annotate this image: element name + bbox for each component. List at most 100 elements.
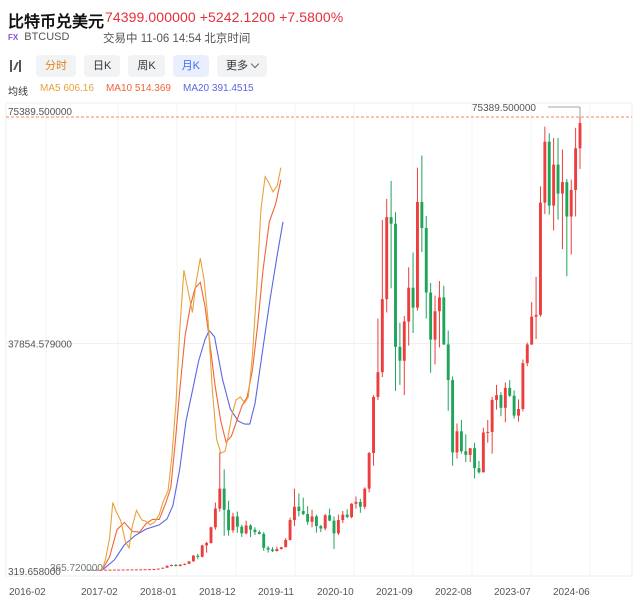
period-toolbar: 分时 日K 周K 月K 更多 <box>8 55 275 77</box>
candle-body <box>227 509 231 531</box>
candlestick-icon[interactable] <box>8 59 22 73</box>
candle-body <box>336 520 340 534</box>
candle-body <box>112 569 116 571</box>
candle-body <box>266 547 270 550</box>
candle-body <box>459 431 463 452</box>
candle-body <box>416 202 419 308</box>
candle-body <box>257 532 261 534</box>
more-button[interactable]: 更多 <box>217 55 268 77</box>
candle-body <box>271 549 274 552</box>
candle-body <box>178 564 182 567</box>
chart-axes: 75389.500000 37854.579000 319.658000365.72… <box>8 107 590 598</box>
ma-lines <box>102 167 284 571</box>
candle-body <box>481 432 485 473</box>
plot-frame <box>5 102 633 577</box>
candle-body <box>165 565 169 568</box>
candle-body <box>367 453 371 489</box>
more-label: 更多 <box>226 60 249 72</box>
candle-body <box>380 299 384 373</box>
ma-legend-label: 均线 <box>8 87 28 98</box>
candle-body <box>301 510 305 514</box>
candle-body <box>99 569 103 571</box>
candle-body <box>191 555 195 562</box>
ma-legend: 均线 MA5 606.16 MA10 514.369 MA20 391.4515 <box>8 83 266 98</box>
candle-body <box>205 542 209 546</box>
x-axis-label: 2016-02 <box>9 587 46 598</box>
trade-status: 交易中 11-06 14:54 北京时间 <box>103 33 251 45</box>
candle-body <box>314 516 318 527</box>
candle-body <box>117 569 121 571</box>
candle-body <box>139 569 143 571</box>
candle-body <box>486 431 490 433</box>
candle-body <box>411 287 415 308</box>
candle-body <box>446 344 450 381</box>
candle-body <box>310 516 314 522</box>
candle-body <box>389 217 393 224</box>
tab-monthly-k[interactable]: 月K <box>172 55 210 77</box>
candle-body <box>170 564 173 566</box>
candle-body <box>293 506 296 521</box>
candle-body <box>503 387 507 408</box>
candle-body <box>121 569 125 571</box>
candle-body <box>556 164 560 194</box>
candle-body <box>152 568 156 570</box>
candle-body <box>354 501 358 504</box>
candle-body <box>473 448 477 469</box>
chart-grid <box>5 102 633 577</box>
candle-body <box>187 561 191 564</box>
candle-body <box>547 141 551 206</box>
x-axis-label: 2020-10 <box>317 587 354 598</box>
candle-body <box>249 525 252 530</box>
y-axis-label: 75389.500000 <box>8 107 72 118</box>
candle-body <box>525 344 529 364</box>
candle-body <box>279 547 283 549</box>
candle-body <box>161 567 165 569</box>
candle-body <box>372 396 375 454</box>
candle-body <box>86 569 90 571</box>
x-axis-label: 2018-12 <box>199 587 236 598</box>
candle-body <box>455 431 459 453</box>
candle-body <box>235 516 239 527</box>
candle-body <box>512 395 516 416</box>
candle-body <box>95 569 99 571</box>
candle-body <box>148 569 151 571</box>
candle-body <box>341 514 345 521</box>
chart-overlay: 75389.500000 <box>6 103 632 118</box>
candle-body <box>213 508 217 528</box>
candle-body <box>499 395 503 408</box>
candle-body <box>240 526 244 534</box>
candle-body <box>495 395 498 400</box>
candle-body <box>306 513 310 522</box>
x-axis-label: 2022-08 <box>435 587 472 598</box>
candle-body <box>275 548 279 552</box>
candle-body <box>323 515 327 529</box>
candle-body <box>143 569 147 571</box>
candle-body <box>560 182 564 194</box>
candle-body <box>108 569 112 571</box>
candle-body <box>442 297 446 345</box>
candle-body <box>385 217 389 300</box>
fx-badge: FX <box>8 32 19 42</box>
candles <box>86 117 582 571</box>
candle-body <box>402 321 406 361</box>
candle-body <box>231 516 235 531</box>
candle-body <box>90 569 94 571</box>
candle-body <box>288 520 292 540</box>
candle-body <box>350 503 354 518</box>
tab-weekly-k[interactable]: 周K <box>128 55 165 77</box>
candle-body <box>543 141 547 203</box>
candle-body <box>424 227 428 293</box>
candle-body <box>183 563 187 565</box>
symbol-code: BTCUSD <box>24 31 70 43</box>
x-axis-label: 2024-06 <box>553 587 590 598</box>
candle-body <box>345 514 349 518</box>
tab-intraday[interactable]: 分时 <box>36 55 76 77</box>
candle-body <box>328 515 332 521</box>
candle-body <box>508 387 512 396</box>
candle-body <box>569 189 573 217</box>
candle-body <box>578 122 582 149</box>
tab-daily-k[interactable]: 日K <box>84 55 121 77</box>
candle-body <box>437 297 441 312</box>
candle-body <box>376 372 380 397</box>
